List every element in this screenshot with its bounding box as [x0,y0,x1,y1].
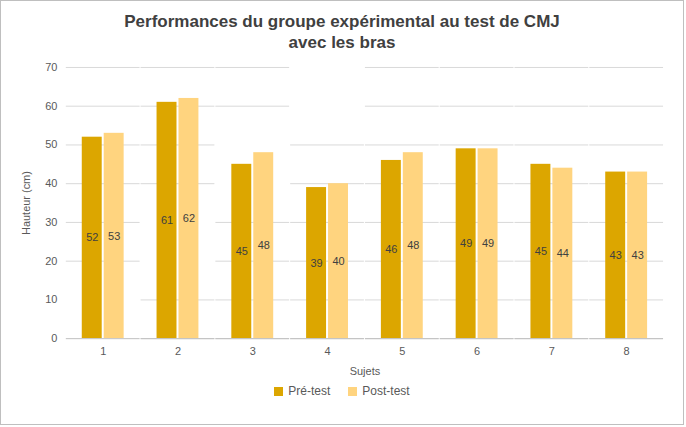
svg-text:40: 40 [45,177,57,189]
svg-text:43: 43 [632,249,644,261]
svg-text:43: 43 [610,249,622,261]
svg-text:62: 62 [183,212,195,224]
svg-text:3: 3 [250,345,256,357]
svg-text:2: 2 [175,345,181,357]
svg-text:30: 30 [45,216,57,228]
svg-text:6: 6 [474,345,480,357]
svg-text:40: 40 [332,255,344,267]
svg-text:Sujets: Sujets [350,365,381,377]
svg-text:5: 5 [399,345,405,357]
svg-text:45: 45 [236,245,248,257]
html-text:Post-test: Post-test [362,384,410,398]
svg-text:60: 60 [45,100,57,112]
svg-text:8: 8 [624,345,630,357]
svg-text:4: 4 [324,345,330,357]
svg-text:20: 20 [45,255,57,267]
svg-text:45: 45 [535,245,547,257]
svg-text:53: 53 [108,229,120,241]
html-text:Pré-test: Pré-test [288,384,331,398]
svg-text:48: 48 [407,239,419,251]
svg-text:7: 7 [549,345,555,357]
svg-text:10: 10 [45,293,57,305]
svg-text:50: 50 [45,138,57,150]
svg-text:Hauteur (cm): Hauteur (cm) [20,171,32,235]
svg-text:49: 49 [460,237,472,249]
svg-text:0: 0 [51,332,57,344]
svg-text:49: 49 [482,237,494,249]
svg-text:46: 46 [385,243,397,255]
svg-text:39: 39 [310,257,322,269]
svg-text:61: 61 [161,214,173,226]
svg-text:1: 1 [100,345,106,357]
svg-text:44: 44 [557,247,569,259]
svg-text:48: 48 [258,239,270,251]
html-text:Performances du groupe expérim: Performances du groupe expérimental au t… [124,12,560,52]
svg-text:52: 52 [86,231,98,243]
svg-text:70: 70 [45,61,57,73]
